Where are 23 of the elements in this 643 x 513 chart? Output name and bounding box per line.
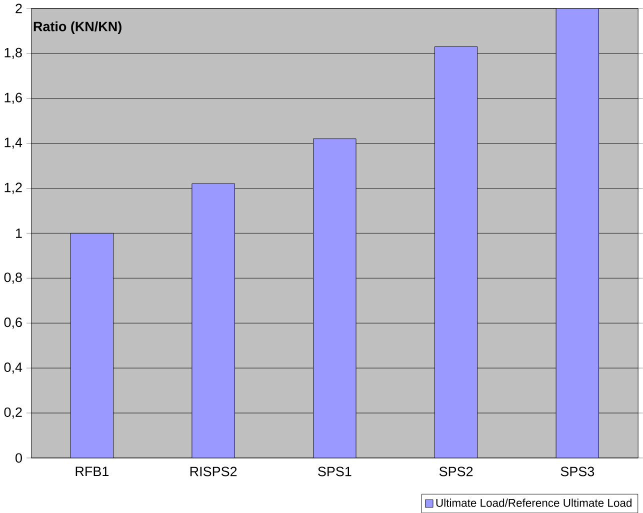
y-tick-label: 0 xyxy=(16,453,22,463)
y-tick-label: 1,8 xyxy=(4,48,22,59)
y-tick-label: 0,4 xyxy=(4,362,22,374)
y-tick-label: 1,4 xyxy=(4,138,22,149)
y-tick-label: 1 xyxy=(16,228,22,238)
x-tick-label: SPS1 xyxy=(318,466,352,476)
y-tick-label: 0,6 xyxy=(4,317,22,329)
y-tick-label: 2 xyxy=(16,4,22,14)
bar xyxy=(192,183,235,458)
x-tick-label: SPS2 xyxy=(439,466,473,476)
x-tick-label: SPS3 xyxy=(560,466,594,476)
bar xyxy=(434,46,478,458)
legend-label: Ultimate Load/Reference Ultimate Load xyxy=(436,498,632,507)
x-tick-label: RISPS2 xyxy=(190,466,237,476)
y-tick-label: 1,6 xyxy=(4,92,22,104)
y-tick-label: 0,8 xyxy=(4,272,22,284)
bar xyxy=(556,8,599,458)
y-axis-title: Ratio (KN/KN) xyxy=(34,21,122,34)
bar xyxy=(313,138,356,458)
bar xyxy=(70,232,114,458)
x-tick-label: RFB1 xyxy=(76,466,109,476)
y-tick-label: 0,2 xyxy=(4,407,22,418)
y-tick-label: 1,2 xyxy=(4,182,22,194)
